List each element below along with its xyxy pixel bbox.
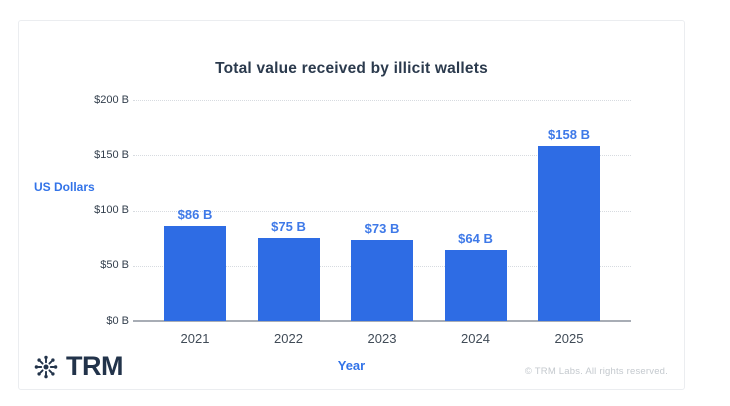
- y-axis-title: US Dollars: [34, 180, 95, 194]
- trm-logo: TRM: [33, 351, 123, 382]
- bar-2022: [257, 238, 320, 321]
- trm-logo-text: TRM: [66, 351, 123, 381]
- y-tick-label: $200 B: [94, 93, 129, 106]
- bar-2023: [351, 240, 413, 321]
- bar-2024: [444, 250, 507, 321]
- bar-2021: [164, 225, 226, 321]
- trm-starburst-icon: [33, 354, 59, 380]
- x-tick-label: 2023: [367, 331, 397, 346]
- x-axis-title: Year: [337, 358, 366, 373]
- chart-card: Total value received by illicit wallets …: [18, 20, 685, 390]
- y-tick-label: $150 B: [94, 148, 129, 161]
- y-tick-label: $100 B: [94, 204, 129, 216]
- x-tick-label: 2022: [274, 331, 303, 346]
- plot-area: $86 B $75 B $73 B $64 B $158 B: [133, 100, 631, 322]
- gridline: [133, 100, 631, 101]
- x-tick-label: 2021: [180, 331, 210, 346]
- copyright-text: © TRM Labs. All rights reserved.: [524, 366, 668, 377]
- chart-title: Total value received by illicit wallets: [215, 60, 488, 77]
- gridline: [133, 210, 631, 212]
- bar-value-label: $73 B: [364, 221, 400, 237]
- gridline: [133, 155, 631, 157]
- y-tick-label: $50 B: [100, 259, 129, 272]
- x-axis-baseline: [133, 320, 631, 322]
- bar-value-label: $86 B: [177, 206, 213, 222]
- x-tick-label: 2024: [461, 331, 490, 346]
- bar-value-label: $75 B: [271, 219, 306, 235]
- bar-2025: [538, 146, 600, 321]
- bar-value-label: $64 B: [458, 231, 493, 247]
- x-axis-ticks: 2021 2022 2023 2024 2025: [19, 331, 686, 347]
- y-tick-label: $0 B: [106, 314, 129, 327]
- x-tick-label: 2025: [554, 331, 584, 346]
- bar-value-label: $158 B: [548, 127, 590, 143]
- y-axis-ticks: $0 B $50 B $100 B $150 B $200 B: [19, 94, 129, 327]
